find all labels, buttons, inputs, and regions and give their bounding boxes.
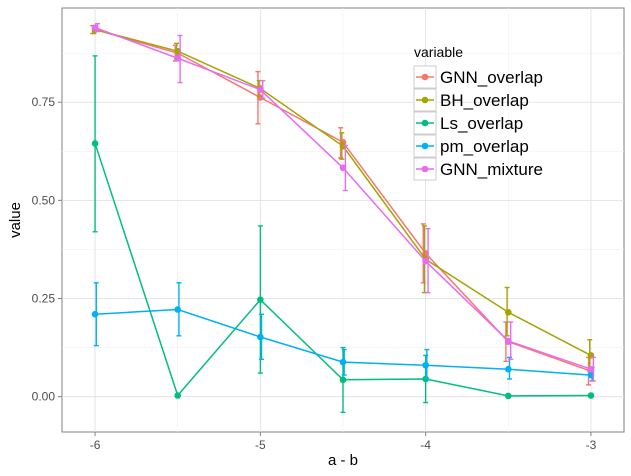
- x-tick-label: -4: [420, 438, 431, 452]
- series-pm_overlap: [91, 282, 595, 382]
- data-point: [174, 392, 182, 399]
- y-tick-label: 0.00: [32, 390, 56, 404]
- x-tick-label: -3: [586, 438, 597, 452]
- data-point: [587, 365, 595, 373]
- data-point: [504, 392, 512, 400]
- y-tick-label: 0.50: [32, 193, 56, 207]
- legend-key-point: [421, 96, 429, 104]
- legend-label: Ls_overlap: [440, 114, 523, 133]
- data-point: [91, 140, 99, 147]
- legend-item-GNN_mixture: GNN_mixture: [413, 157, 543, 181]
- y-axis-title: value: [7, 202, 24, 238]
- data-point: [257, 296, 264, 303]
- data-point: [504, 308, 512, 316]
- data-point: [339, 376, 347, 384]
- y-tick-label: 0.75: [32, 95, 56, 109]
- axis-ticks: -6 -5 -4 -3 0.00 0.25 0.50 0.75: [32, 95, 597, 452]
- series-BH_overlap: [91, 24, 595, 372]
- legend: variable GNN_overlap BH_overlap Ls_overlapp…: [413, 44, 543, 181]
- legend-key-point: [421, 165, 429, 173]
- data-point: [174, 47, 182, 55]
- legend-label: GNN_mixture: [440, 160, 543, 179]
- data-point: [587, 392, 595, 399]
- data-point: [174, 306, 182, 313]
- legend-key-point: [421, 73, 429, 81]
- legend-item-GNN_overlap: GNN_overlap: [413, 65, 543, 89]
- legend-item-Ls_overlap: Ls_overlap: [413, 111, 523, 135]
- legend-label: pm_overlap: [440, 137, 529, 156]
- data-point: [257, 333, 264, 341]
- data-point: [504, 337, 512, 345]
- data-point: [91, 24, 99, 31]
- data-point: [422, 257, 429, 265]
- x-tick-label: -6: [90, 438, 101, 452]
- data-point: [174, 54, 182, 62]
- legend-title: variable: [414, 44, 463, 60]
- data-point: [587, 371, 595, 379]
- series-layer: [90, 23, 596, 414]
- data-point: [339, 142, 347, 150]
- legend-key-point: [421, 142, 429, 150]
- data-point: [422, 361, 429, 369]
- data-point: [339, 358, 347, 366]
- data-point: [257, 86, 264, 93]
- data-point: [91, 310, 99, 318]
- legend-key-point: [421, 119, 429, 127]
- legend-item-BH_overlap: BH_overlap: [413, 88, 529, 112]
- x-axis-title: a - b: [328, 452, 358, 469]
- x-tick-label: -5: [255, 438, 266, 452]
- legend-label: BH_overlap: [440, 91, 529, 110]
- data-point: [504, 365, 512, 373]
- y-tick-label: 0.25: [32, 292, 56, 306]
- series-GNN_mixture: [91, 23, 596, 382]
- legend-item-pm_overlap: pm_overlap: [413, 134, 529, 158]
- legend-label: GNN_overlap: [440, 68, 543, 87]
- data-point: [339, 164, 347, 172]
- series-Ls_overlap: [91, 55, 595, 414]
